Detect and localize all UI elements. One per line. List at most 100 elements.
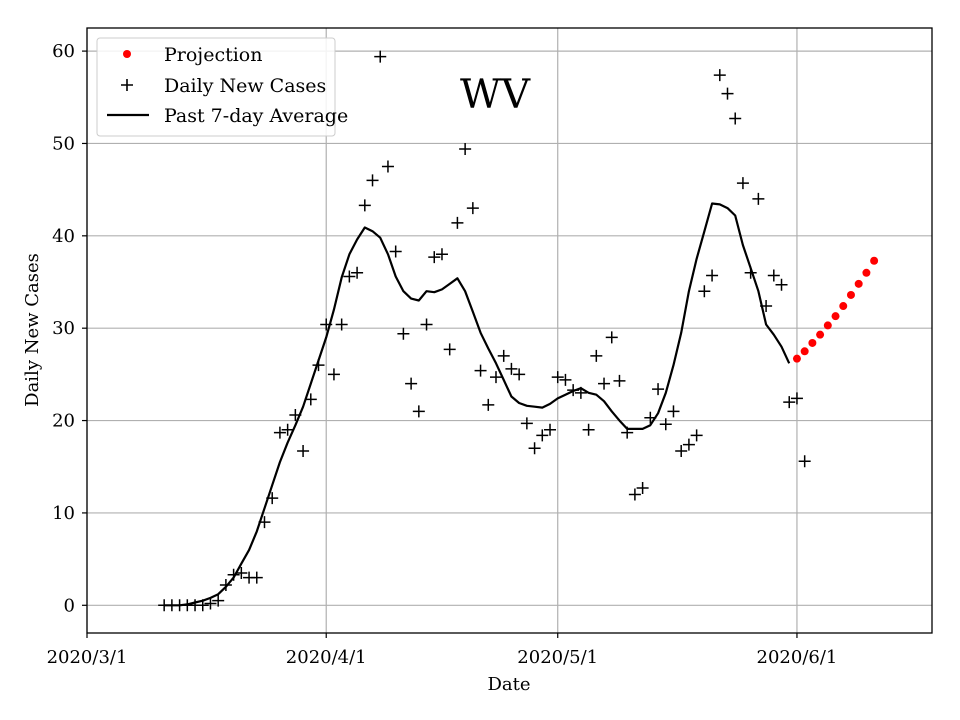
- daily-case-marker: [297, 445, 310, 458]
- daily-series: [158, 50, 811, 612]
- x-tick-label: 2020/5/1: [517, 647, 598, 668]
- y-tick-label: 40: [52, 226, 75, 247]
- legend-average-label: Past 7-day Average: [164, 105, 348, 127]
- projection-point: [839, 302, 848, 311]
- daily-case-marker: [636, 481, 649, 494]
- daily-case-marker: [721, 87, 734, 100]
- daily-case-marker: [482, 398, 495, 411]
- daily-case-marker: [598, 377, 611, 390]
- daily-case-marker: [312, 359, 325, 372]
- daily-case-marker: [327, 368, 340, 381]
- daily-case-marker: [536, 429, 549, 442]
- daily-case-marker: [752, 192, 765, 205]
- y-tick-label: 50: [52, 133, 75, 154]
- y-tick-label: 30: [52, 318, 75, 339]
- daily-case-marker: [443, 343, 456, 356]
- axis-ticks: 0 10 20 30 40 50 60 2020/3/1 2020/4/1 2020/5/1 202…: [47, 41, 838, 668]
- legend: Projection Daily New Cases Past 7-day Av…: [96, 37, 348, 137]
- average-line: [164, 202, 791, 607]
- chart-title: WV: [460, 72, 531, 118]
- x-tick-label: 2020/4/1: [286, 647, 367, 668]
- daily-case-marker: [528, 442, 541, 455]
- daily-case-marker: [366, 174, 379, 187]
- daily-case-marker: [544, 423, 557, 436]
- legend-projection-marker: [123, 50, 131, 58]
- daily-case-marker: [266, 492, 279, 505]
- daily-case-marker: [551, 371, 564, 384]
- projection-point: [862, 268, 871, 277]
- projection-point: [846, 290, 855, 299]
- projection-point: [831, 312, 840, 321]
- projection-point: [800, 347, 809, 356]
- daily-case-marker: [374, 50, 387, 63]
- daily-case-marker: [790, 392, 803, 405]
- daily-case-marker: [621, 426, 634, 439]
- daily-case-marker: [258, 516, 271, 529]
- x-tick-label: 2020/6/1: [757, 647, 838, 668]
- daily-case-marker: [489, 371, 502, 384]
- daily-case-marker: [682, 438, 695, 451]
- daily-case-marker: [760, 300, 773, 313]
- daily-case-marker: [605, 331, 618, 344]
- y-tick-label: 0: [64, 595, 75, 616]
- x-axis-label: Date: [487, 674, 530, 695]
- daily-case-marker: [783, 396, 796, 409]
- daily-case-marker: [559, 373, 572, 386]
- projection-point: [870, 256, 879, 265]
- daily-case-marker: [428, 251, 441, 264]
- daily-case-marker: [466, 202, 479, 215]
- daily-case-marker: [567, 384, 580, 397]
- daily-case-marker: [235, 566, 248, 579]
- daily-case-marker: [381, 160, 394, 173]
- x-tick-label: 2020/3/1: [47, 647, 128, 668]
- daily-case-marker: [281, 423, 294, 436]
- legend-projection-label: Projection: [164, 44, 262, 66]
- daily-case-marker: [775, 278, 788, 291]
- daily-case-marker: [405, 377, 418, 390]
- daily-case-marker: [613, 374, 626, 387]
- projection-point: [808, 338, 817, 347]
- daily-case-marker: [713, 69, 726, 82]
- daily-case-marker: [590, 349, 603, 362]
- daily-case-marker: [744, 266, 757, 279]
- daily-case-marker: [513, 368, 526, 381]
- daily-case-marker: [706, 269, 719, 282]
- y-tick-label: 10: [52, 503, 75, 524]
- daily-case-marker: [574, 386, 587, 399]
- y-axis-label: Daily New Cases: [22, 253, 43, 407]
- daily-case-marker: [389, 245, 402, 258]
- daily-case-marker: [351, 266, 364, 279]
- projection-series: [792, 256, 879, 363]
- legend-box: [96, 37, 336, 137]
- daily-case-marker: [736, 177, 749, 190]
- daily-case-marker: [273, 426, 286, 439]
- daily-case-marker: [459, 143, 472, 155]
- daily-case-marker: [520, 417, 533, 430]
- legend-daily-marker: [121, 79, 133, 91]
- average-series: [164, 202, 791, 607]
- daily-case-marker: [582, 423, 595, 436]
- daily-case-marker: [628, 488, 641, 501]
- plot-frame: [86, 27, 933, 634]
- daily-case-marker: [227, 568, 240, 581]
- daily-case-marker: [474, 364, 487, 377]
- daily-case-marker: [343, 270, 356, 283]
- daily-case-marker: [289, 409, 302, 422]
- daily-case-marker: [644, 411, 657, 424]
- daily-case-marker: [652, 383, 665, 396]
- daily-case-marker: [219, 578, 232, 591]
- projection-point: [823, 321, 832, 330]
- legend-daily-label: Daily New Cases: [164, 75, 326, 97]
- daily-case-marker: [335, 318, 348, 331]
- daily-case-marker: [690, 429, 703, 442]
- daily-case-marker: [212, 594, 225, 607]
- daily-case-marker: [505, 362, 518, 375]
- daily-case-marker: [196, 599, 209, 612]
- y-tick-label: 60: [52, 41, 75, 62]
- daily-case-marker: [798, 455, 811, 468]
- projection-point: [854, 279, 863, 288]
- daily-case-marker: [659, 418, 672, 431]
- daily-case-marker: [667, 405, 680, 418]
- daily-case-marker: [397, 327, 410, 340]
- daily-case-marker: [250, 571, 263, 584]
